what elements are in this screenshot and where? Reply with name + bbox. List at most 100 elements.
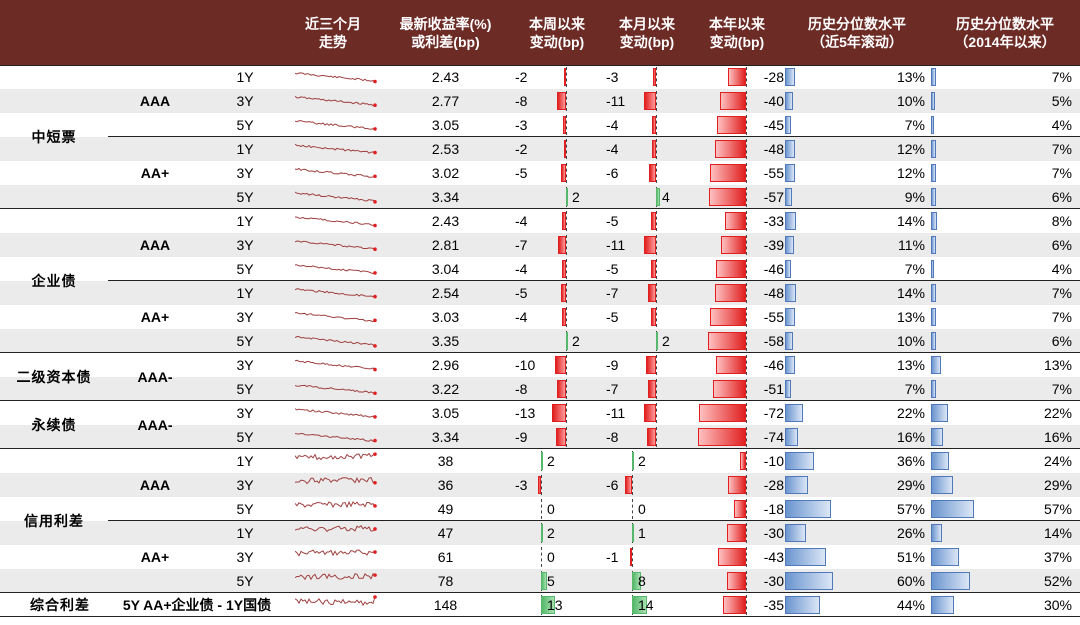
week-bar: [566, 188, 569, 206]
week-zero-axis: [566, 163, 567, 183]
p14-value: 7%: [1051, 381, 1072, 397]
year-value: -28: [763, 477, 784, 493]
p14-bar: [931, 524, 942, 542]
p14-bar: [931, 188, 936, 206]
month-zero-axis: [656, 403, 657, 423]
term-label: 3Y: [236, 93, 254, 109]
year-zero-axis: [746, 283, 747, 303]
p14-bar: [931, 380, 937, 398]
month-zero-axis: [632, 547, 633, 567]
year-zero-axis: [746, 187, 747, 207]
month-value: -6: [606, 165, 619, 181]
sparkline-path: [295, 288, 376, 298]
p14-bar: [931, 476, 953, 494]
sparkline-endpoint: [373, 367, 377, 372]
rating-separator: [108, 520, 1080, 521]
month-value: -4: [606, 141, 619, 157]
sparkline: [295, 312, 377, 323]
p14-value: 7%: [1051, 69, 1072, 85]
p14-value: 6%: [1051, 333, 1072, 349]
sparkline: [295, 120, 377, 131]
month-value: -11: [606, 405, 626, 421]
group-label: 企业债: [31, 273, 77, 289]
year-zero-axis: [746, 451, 747, 471]
p5-value: 12%: [896, 165, 925, 181]
p14-value: 5%: [1051, 93, 1072, 109]
week-value: -13: [515, 405, 536, 421]
month-value: 2: [638, 453, 646, 469]
row-stripe: [0, 425, 1080, 449]
row-stripe: [0, 281, 1080, 305]
week-value: 2: [572, 189, 580, 205]
term-label: 3Y: [236, 477, 254, 493]
p5-bar: [785, 164, 795, 182]
p5-bar: [785, 140, 795, 158]
term-label: 3Y: [236, 549, 254, 565]
month-zero-axis: [656, 427, 657, 447]
year-value: -57: [763, 189, 784, 205]
sparkline-path: [295, 359, 376, 370]
latest-value: 2.43: [431, 69, 460, 85]
week-bar: [560, 164, 566, 182]
p5-value: 36%: [896, 453, 925, 469]
p14-bar: [931, 428, 943, 446]
week-zero-axis: [566, 355, 567, 375]
year-zero-axis: [746, 475, 747, 495]
year-zero-axis: [746, 163, 747, 183]
term-label: 5Y: [236, 573, 254, 589]
year-zero-axis: [746, 139, 747, 159]
year-value: -55: [763, 165, 784, 181]
p5-bar: [785, 92, 793, 110]
sparkline-endpoint: [373, 595, 377, 599]
week-zero-axis: [566, 259, 567, 279]
month-zero-axis: [656, 283, 657, 303]
p14-value: 8%: [1051, 213, 1072, 229]
sparkline-endpoint: [373, 150, 377, 155]
year-zero-axis: [746, 91, 747, 111]
week-zero-axis: [566, 139, 567, 159]
year-bar: [727, 68, 746, 86]
sparkline: [295, 216, 377, 228]
year-bar: [708, 188, 746, 206]
sparkline: [295, 500, 377, 509]
year-zero-axis: [746, 427, 747, 447]
sparkline-endpoint: [373, 452, 377, 456]
year-value: -39: [763, 237, 784, 253]
week-zero-axis: [566, 403, 567, 423]
p14-bar: [931, 68, 937, 86]
sparkline-path: [295, 572, 376, 581]
p5-bar: [785, 500, 831, 518]
year-bar: [714, 140, 746, 158]
latest-value: 3.02: [431, 165, 460, 181]
p14-bar: [931, 332, 936, 350]
row-stripe: [0, 185, 1080, 209]
sparkline-path: [295, 95, 376, 107]
month-zero-axis: [656, 163, 657, 183]
year-value: -48: [763, 141, 784, 157]
week-value: -9: [515, 429, 528, 445]
year-value: -28: [763, 69, 784, 85]
sparkline: [295, 572, 377, 581]
p5-bar: [785, 548, 826, 566]
p5-value: 10%: [896, 333, 925, 349]
week-value: 2: [547, 453, 555, 469]
p14-bar: [931, 308, 937, 326]
week-zero-axis: [541, 475, 542, 495]
latest-value: 3.05: [431, 405, 460, 421]
term-label: [225, 593, 265, 617]
p14-value: 14%: [1043, 525, 1072, 541]
rating-label: AAA: [139, 93, 171, 109]
p5-bar: [785, 236, 794, 254]
rating-label: 5Y AA+企业债 - 1Y国债: [122, 597, 272, 613]
year-bar: [697, 428, 746, 446]
term-label: 1Y: [236, 141, 254, 157]
term-label: 5Y: [236, 261, 254, 277]
rating-label: AAA-: [137, 417, 173, 433]
sparkline-path: [295, 335, 376, 347]
p5-value: 60%: [896, 573, 925, 589]
year-value: -74: [763, 429, 784, 445]
sparkline-endpoint: [373, 127, 377, 131]
year-bar: [710, 164, 746, 182]
week-bar: [563, 140, 566, 158]
